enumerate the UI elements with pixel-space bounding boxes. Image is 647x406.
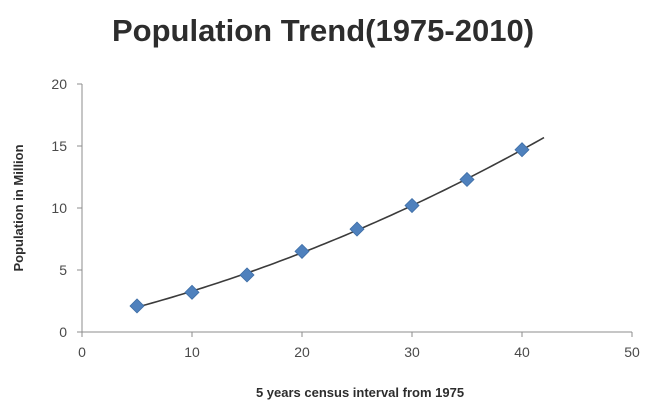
chart-title: Population Trend(1975-2010) xyxy=(112,13,534,48)
data-point-marker xyxy=(294,243,310,259)
data-point-marker xyxy=(239,267,255,283)
plot-area xyxy=(129,136,545,314)
data-point-marker xyxy=(349,221,365,237)
x-tick-label: 40 xyxy=(514,344,530,360)
data-point-marker xyxy=(129,298,145,314)
x-tick-label: 30 xyxy=(404,344,420,360)
y-tick-label: 5 xyxy=(59,262,67,278)
y-tick-label: 15 xyxy=(51,138,67,154)
y-tick-label: 20 xyxy=(51,76,67,92)
x-tick-label: 50 xyxy=(624,344,640,360)
data-point-marker xyxy=(459,171,475,188)
data-point-marker xyxy=(514,142,530,158)
trendline xyxy=(136,136,545,308)
x-axis-ticks: 0 10 20 30 40 50 xyxy=(78,332,640,360)
x-axis-label: 5 years census interval from 1975 xyxy=(256,385,464,400)
x-tick-label: 0 xyxy=(78,344,86,360)
data-point-marker xyxy=(404,197,420,214)
x-tick-label: 10 xyxy=(184,344,200,360)
x-tick-label: 20 xyxy=(294,344,310,360)
data-point-marker xyxy=(184,284,200,300)
y-axis-ticks: 0 5 10 15 20 xyxy=(51,76,82,340)
y-axis-label: Population in Million xyxy=(11,144,26,271)
y-tick-label: 10 xyxy=(51,200,67,216)
y-tick-label: 0 xyxy=(59,324,67,340)
